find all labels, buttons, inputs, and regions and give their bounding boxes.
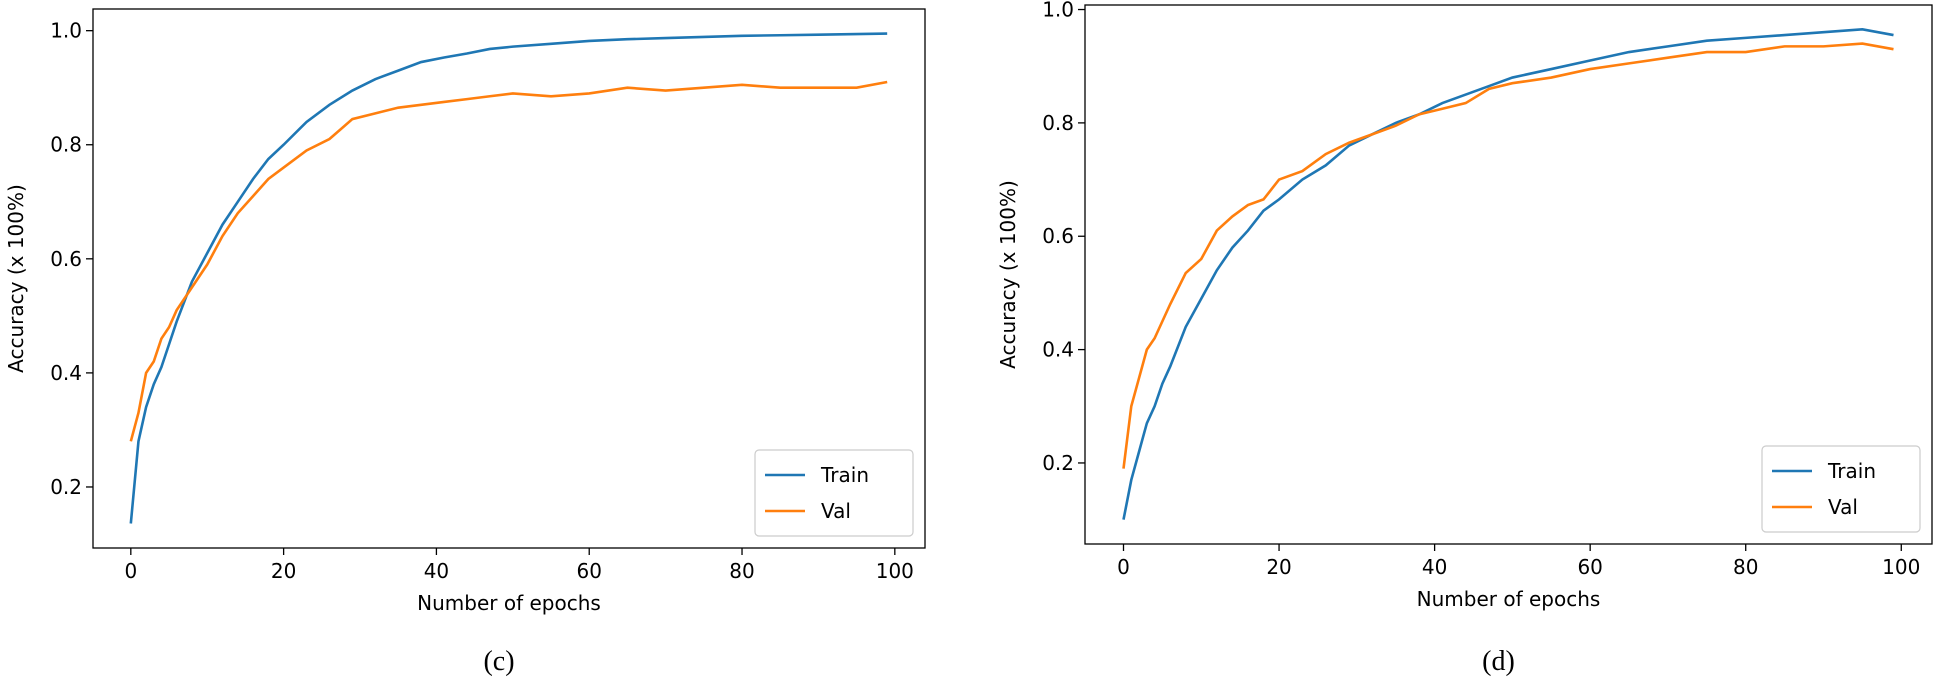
x-tick-label: 80 [1733, 555, 1758, 579]
x-tick-label: 20 [1266, 555, 1291, 579]
legend-label: Val [1828, 495, 1858, 519]
x-tick-label: 40 [424, 559, 449, 583]
x-tick-label: 0 [124, 559, 137, 583]
legend-label: Val [821, 499, 851, 523]
legend-label: Train [1827, 459, 1876, 483]
caption: (d) [1482, 646, 1515, 677]
y-tick-label: 1.0 [50, 19, 82, 43]
y-tick-label: 0.6 [50, 247, 82, 271]
x-tick-label: 20 [271, 559, 296, 583]
data-line [1122, 42, 1894, 469]
legend-box [754, 449, 914, 537]
y-tick-label: 0.8 [1042, 111, 1074, 135]
x-tick-label: 100 [876, 559, 914, 583]
y-axis-label: Accuracy (x 100%) [996, 180, 1020, 369]
plot-frame [1084, 4, 1933, 545]
x-axis-label: Number of epochs [417, 591, 601, 615]
x-tick-label: 60 [576, 559, 601, 583]
y-tick-label: 0.2 [50, 475, 82, 499]
data-line [1122, 28, 1894, 520]
x-tick-label: 80 [729, 559, 754, 583]
y-tick-label: 0.8 [50, 133, 82, 157]
y-tick-label: 0.4 [50, 361, 82, 385]
legend-label: Train [820, 463, 869, 487]
legend-box [1761, 445, 1921, 533]
y-tick-label: 1.0 [1042, 0, 1074, 22]
x-tick-label: 0 [1117, 555, 1130, 579]
plot-frame [92, 8, 926, 549]
y-tick-label: 0.2 [1042, 451, 1074, 475]
x-tick-label: 40 [1422, 555, 1447, 579]
data-line [129, 80, 888, 442]
caption: (c) [483, 646, 514, 677]
x-tick-label: 100 [1882, 555, 1920, 579]
y-tick-label: 0.4 [1042, 338, 1074, 362]
x-axis-label: Number of epochs [1417, 587, 1601, 611]
x-tick-label: 60 [1577, 555, 1602, 579]
y-axis-label: Accuracy (x 100%) [4, 184, 28, 373]
data-line [129, 32, 888, 524]
y-tick-label: 0.6 [1042, 224, 1074, 248]
